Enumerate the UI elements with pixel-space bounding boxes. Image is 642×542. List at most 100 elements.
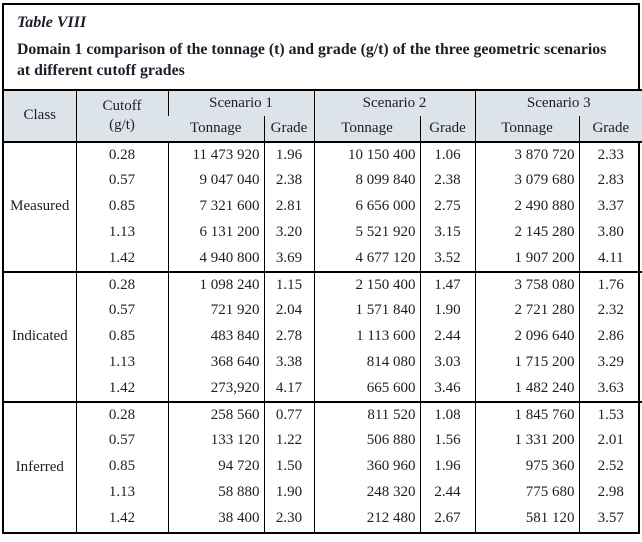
table-row: 0.57 133 120 1.22 506 880 1.56 1 331 200 2.01 [4, 427, 642, 454]
table-row: 0.85 483 840 2.78 1 113 600 2.44 2 096 640 2.8… [4, 323, 642, 350]
tonnage-cell: 360 960 [313, 453, 421, 480]
grade-cell: 3.52 [419, 245, 476, 272]
grade-cell: 1.56 [419, 427, 476, 454]
table-row: 1.13 368 640 3.38 814 080 3.03 1 715 200 3.29 [4, 349, 642, 376]
header-grade: Grade [263, 115, 315, 143]
grade-cell: 1.50 [263, 453, 315, 480]
tonnage-cell: 133 120 [167, 427, 264, 454]
grade-cell: 2.75 [419, 193, 476, 220]
table-row: 1.42 4 940 800 3.69 4 677 120 3.52 1 907 200 4… [4, 245, 642, 272]
tonnage-cell: 1 907 200 [474, 245, 580, 272]
tonnage-cell: 665 600 [313, 375, 421, 402]
tonnage-cell: 1 571 840 [313, 297, 421, 324]
grade-cell: 2.78 [263, 323, 315, 350]
tonnage-cell: 1 715 200 [474, 349, 580, 376]
grade-cell: 1.96 [263, 141, 315, 168]
table-row: 1.42 38 400 2.30 212 480 2.67 581 120 3.57 [4, 505, 642, 532]
grade-cell: 3.20 [263, 219, 315, 246]
grade-cell: 1.96 [419, 453, 476, 480]
tonnage-cell: 8 099 840 [313, 167, 421, 194]
grade-cell: 2.38 [263, 167, 315, 194]
tonnage-cell: 94 720 [167, 453, 264, 480]
header-tonnage: Tonnage [168, 115, 264, 143]
tonnage-cell: 2 096 640 [474, 323, 580, 350]
cutoff-cell: 1.42 [75, 375, 168, 402]
tonnage-cell: 6 656 000 [313, 193, 421, 220]
grade-cell: 2.32 [578, 297, 642, 324]
grade-cell: 3.15 [419, 219, 476, 246]
cutoff-cell: 0.28 [75, 401, 168, 428]
grade-cell: 1.76 [578, 271, 642, 298]
class-cell: Inferred [15, 458, 64, 475]
figure-frame: Table VIII Domain 1 comparison of the to… [2, 3, 642, 534]
grade-cell: 1.15 [263, 271, 315, 298]
grade-cell: 3.69 [263, 245, 315, 272]
tonnage-cell: 975 360 [474, 453, 580, 480]
tonnage-cell: 3 079 680 [474, 167, 580, 194]
tonnage-cell: 2 145 280 [474, 219, 580, 246]
grade-cell: 2.83 [578, 167, 642, 194]
header-scenario-3: Scenario 3 [474, 89, 642, 116]
grade-cell: 0.77 [263, 401, 315, 428]
cutoff-cell: 1.13 [75, 349, 168, 376]
table-row: Indicated 0.28 1 098 240 1.15 2 150 400 1.47 3… [4, 271, 642, 344]
tonnage-cell: 3 870 720 [474, 141, 580, 168]
header-tonnage: Tonnage [313, 115, 421, 143]
tonnage-cell: 9 047 040 [167, 167, 264, 194]
title-block: Table VIII Domain 1 comparison of the to… [4, 5, 638, 89]
header-tonnage: Tonnage [474, 115, 580, 143]
tonnage-cell: 58 880 [167, 479, 264, 506]
grade-cell: 3.38 [263, 349, 315, 376]
grade-cell: 3.63 [578, 375, 642, 402]
grade-cell: 2.04 [263, 297, 315, 324]
cutoff-cell: 0.57 [75, 167, 168, 194]
cutoff-cell: 0.28 [75, 141, 168, 168]
grade-cell: 2.33 [578, 141, 642, 168]
cutoff-cell: 0.57 [75, 297, 168, 324]
grade-cell: 1.22 [263, 427, 315, 454]
tonnage-cell: 4 677 120 [313, 245, 421, 272]
tonnage-cell: 721 920 [167, 297, 264, 324]
table-header: Class Cutoff (g/t) Scenario 1 Scenario 2… [4, 89, 642, 143]
cutoff-cell: 0.28 [75, 271, 168, 298]
cutoff-cell: 1.42 [75, 505, 168, 532]
table-caption: Domain 1 comparison of the tonnage (t) a… [17, 41, 607, 79]
tonnage-cell: 212 480 [313, 505, 421, 532]
table-row: 0.85 7 321 600 2.81 6 656 000 2.75 2 490 880 3… [4, 193, 642, 220]
table-row: Measured 0.28 11 473 920 1.96 10 150 400 1.06… [4, 141, 642, 214]
cutoff-cell: 1.13 [75, 479, 168, 506]
tonnage-cell: 5 521 920 [313, 219, 421, 246]
grade-cell: 2.44 [419, 323, 476, 350]
class-group-inferred: Inferred 0.28 258 560 0.77 811 520 1.08 1 845 … [4, 401, 642, 532]
grade-cell: 2.01 [578, 427, 642, 454]
results-table: Class Cutoff (g/t) Scenario 1 Scenario 2… [4, 88, 642, 532]
tonnage-cell: 248 320 [313, 479, 421, 506]
grade-cell: 3.57 [578, 505, 642, 532]
class-group-measured: Measured 0.28 11 473 920 1.96 10 150 400 1.06… [4, 141, 642, 272]
cutoff-cell: 0.57 [75, 427, 168, 454]
tonnage-cell: 814 080 [313, 349, 421, 376]
header-grade: Grade [419, 115, 476, 143]
table-row: 1.42 273,920 4.17 665 600 3.46 1 482 240 3.63 [4, 375, 642, 402]
table-row: 0.57 9 047 040 2.38 8 099 840 2.38 3 079 680 2… [4, 167, 642, 194]
tonnage-cell: 38 400 [167, 505, 264, 532]
class-group-indicated: Indicated 0.28 1 098 240 1.15 2 150 400 1.47 3… [4, 271, 642, 402]
tonnage-cell: 811 520 [313, 401, 421, 428]
header-cutoff-line2: (g/t) [109, 116, 135, 133]
cutoff-cell: 0.85 [75, 323, 168, 350]
grade-cell: 3.29 [578, 349, 642, 376]
tonnage-cell: 2 721 280 [474, 297, 580, 324]
tonnage-cell: 10 150 400 [313, 141, 421, 168]
header-scenario-1: Scenario 1 [167, 89, 315, 116]
grade-cell: 2.98 [578, 479, 642, 506]
grade-cell: 2.86 [578, 323, 642, 350]
tonnage-cell: 1 482 240 [474, 375, 580, 402]
tonnage-cell: 11 473 920 [167, 141, 264, 168]
header-row-scenarios: Class Cutoff (g/t) Scenario 1 Scenario 2… [4, 89, 642, 143]
tonnage-cell: 1 845 760 [474, 401, 580, 428]
tonnage-cell: 775 680 [474, 479, 580, 506]
grade-cell: 2.52 [578, 453, 642, 480]
tonnage-cell: 483 840 [167, 323, 264, 350]
grade-cell: 2.67 [419, 505, 476, 532]
tonnage-cell: 506 880 [313, 427, 421, 454]
